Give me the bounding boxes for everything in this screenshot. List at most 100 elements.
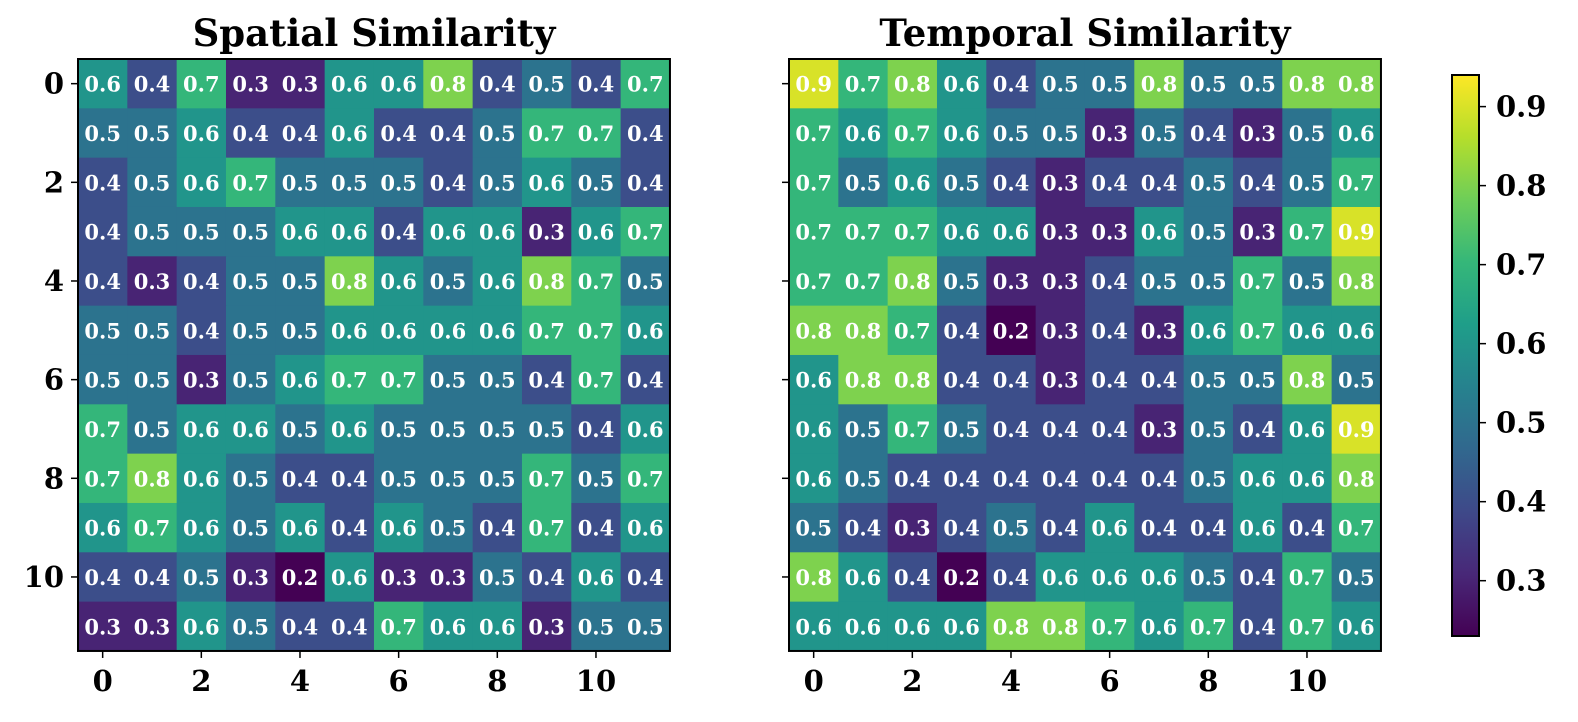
- spatial-cell-label: 0.7: [578, 318, 615, 343]
- temporal-x-tick-label: 0: [804, 664, 824, 698]
- spatial-cell-label: 0.4: [380, 121, 417, 146]
- spatial-cell-label: 0.5: [134, 220, 171, 245]
- temporal-cell-label: 0.8: [845, 368, 882, 393]
- spatial-cell-label: 0.4: [84, 170, 121, 195]
- temporal-cell: [838, 502, 889, 553]
- spatial-cell: [324, 552, 375, 603]
- spatial-cell-label: 0.6: [331, 318, 368, 343]
- temporal-cell-label: 0.4: [943, 368, 980, 393]
- spatial-cell: [78, 404, 128, 455]
- spatial-cell: [521, 354, 572, 405]
- temporal-cell: [789, 256, 839, 307]
- temporal-cell-label: 0.6: [1141, 220, 1178, 245]
- temporal-cell-label: 0.4: [1042, 516, 1079, 541]
- spatial-cell-label: 0.6: [380, 269, 417, 294]
- temporal-cell: [838, 256, 889, 307]
- spatial-cell: [521, 108, 572, 159]
- temporal-cell: [1134, 453, 1185, 504]
- spatial-cell: [176, 453, 227, 504]
- spatial-cell-label: 0.4: [282, 466, 319, 491]
- temporal-cell: [1232, 305, 1283, 356]
- temporal-cell: [1183, 206, 1234, 257]
- temporal-cell: [887, 354, 938, 405]
- spatial-cell: [275, 206, 326, 257]
- temporal-cell: [1232, 354, 1283, 405]
- temporal-cell-label: 0.6: [1289, 318, 1326, 343]
- temporal-cell-label: 0.5: [845, 466, 882, 491]
- temporal-cell-label: 0.5: [1190, 170, 1227, 195]
- spatial-cell: [571, 453, 622, 504]
- spatial-cell: [373, 305, 424, 356]
- spatial-cell: [373, 453, 424, 504]
- temporal-cell: [838, 305, 889, 356]
- spatial-cell: [571, 108, 622, 159]
- spatial-cell: [620, 305, 671, 356]
- temporal-cell-label: 0.3: [1042, 368, 1079, 393]
- spatial-cell-label: 0.5: [183, 565, 220, 590]
- temporal-cell-label: 0.5: [1190, 565, 1227, 590]
- temporal-cell-label: 0.4: [993, 417, 1030, 442]
- colorbar-tick-label: 0.7: [1496, 248, 1546, 282]
- temporal-cell: [1331, 453, 1382, 504]
- spatial-cell-label: 0.6: [183, 121, 220, 146]
- spatial-cell: [571, 502, 622, 553]
- spatial-cell-label: 0.5: [282, 318, 319, 343]
- temporal-x-tick-label: 6: [1100, 664, 1120, 698]
- spatial-y-tick-label: 0: [44, 67, 64, 101]
- temporal-cell: [1035, 256, 1086, 307]
- spatial-cell-label: 0.6: [627, 318, 664, 343]
- spatial-cell: [423, 453, 474, 504]
- spatial-cell-label: 0.4: [479, 516, 516, 541]
- spatial-cell-label: 0.7: [578, 269, 615, 294]
- spatial-cell: [176, 404, 227, 455]
- temporal-cell: [789, 552, 839, 603]
- temporal-cell: [1183, 404, 1234, 455]
- spatial-cell-label: 0.7: [183, 72, 220, 97]
- spatial-cell-label: 0.4: [282, 121, 319, 146]
- spatial-cell: [620, 502, 671, 553]
- temporal-cell: [986, 404, 1037, 455]
- spatial-cell-label: 0.4: [578, 72, 615, 97]
- temporal-cell: [1084, 453, 1135, 504]
- spatial-cell-label: 0.6: [578, 565, 615, 590]
- spatial-cell: [571, 157, 622, 208]
- spatial-cell: [423, 552, 474, 603]
- spatial-cell-label: 0.5: [380, 466, 417, 491]
- spatial-cell-label: 0.7: [528, 466, 565, 491]
- temporal-cell: [887, 404, 938, 455]
- spatial-cell-label: 0.5: [479, 170, 516, 195]
- temporal-cell: [1134, 206, 1185, 257]
- temporal-cell-label: 0.5: [795, 516, 832, 541]
- spatial-cell-label: 0.7: [528, 121, 565, 146]
- temporal-cell-label: 0.5: [1289, 170, 1326, 195]
- temporal-cell-label: 0.2: [943, 565, 980, 590]
- spatial-cell-label: 0.7: [84, 417, 121, 442]
- spatial-cell: [324, 354, 375, 405]
- spatial-cell: [275, 157, 326, 208]
- temporal-cell: [887, 157, 938, 208]
- spatial-cell-label: 0.3: [84, 614, 121, 639]
- temporal-cell: [1282, 206, 1333, 257]
- temporal-cell-label: 0.4: [1042, 466, 1079, 491]
- spatial-cell-label: 0.6: [331, 220, 368, 245]
- spatial-cell-label: 0.5: [479, 121, 516, 146]
- temporal-cell-label: 0.7: [1289, 220, 1326, 245]
- temporal-cell: [1084, 59, 1135, 109]
- temporal-cell-label: 0.5: [1190, 368, 1227, 393]
- spatial-cell-label: 0.5: [282, 269, 319, 294]
- temporal-cell-label: 0.7: [1338, 516, 1375, 541]
- spatial-cell-label: 0.3: [430, 565, 467, 590]
- temporal-cell: [936, 502, 987, 553]
- spatial-cell-label: 0.4: [627, 121, 664, 146]
- temporal-cell-label: 0.8: [993, 614, 1030, 639]
- spatial-cell: [571, 305, 622, 356]
- temporal-cell: [1232, 206, 1283, 257]
- spatial-cell: [275, 59, 326, 109]
- temporal-cell: [1035, 206, 1086, 257]
- spatial-cell: [127, 601, 178, 652]
- spatial-cell-label: 0.6: [528, 170, 565, 195]
- spatial-cell-label: 0.4: [627, 368, 664, 393]
- spatial-cell: [373, 601, 424, 652]
- spatial-cell-label: 0.5: [282, 170, 319, 195]
- temporal-cell-label: 0.6: [1289, 417, 1326, 442]
